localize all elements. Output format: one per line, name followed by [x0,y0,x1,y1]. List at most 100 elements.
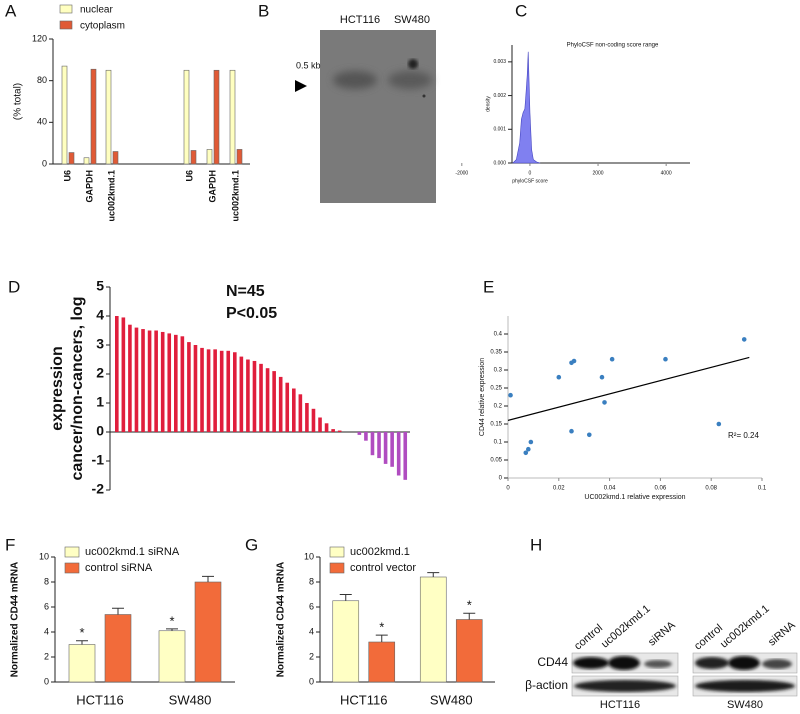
x-tick-label: U6 [184,170,194,182]
bar [305,403,309,432]
y-tick-label: 5 [96,278,104,294]
bar [134,327,139,432]
y-tick-label: 0.4 [494,332,503,338]
bar [331,429,335,432]
bar [213,349,217,432]
annotation: P<0.05 [226,305,277,322]
bar [61,65,68,165]
bar [318,417,322,432]
bar [147,330,152,432]
bar [278,376,283,432]
y-axis-label: Normalized CD44 mRNA [10,562,21,678]
bar [272,371,276,432]
bar [259,363,263,432]
bar [121,317,126,432]
y-tick-label: 120 [32,33,47,43]
y-axis-label: cancer/non-cancers, log [69,296,86,480]
y-tick-label: 0.05 [490,458,502,464]
bar [403,432,408,480]
row-label: CD44 [537,655,568,669]
point [599,374,605,380]
y-axis-label: Normalized CD44 mRNA [276,562,287,678]
bar [206,349,211,432]
x-tick-label: uc002kmd.1 [106,170,116,222]
bar [206,149,213,165]
panel-label: F [5,535,15,554]
y-tick-label: 2 [96,365,104,381]
bar [68,644,96,683]
bar [193,345,198,432]
point [716,421,722,427]
x-tick-label: 0.1 [758,486,767,492]
bar [174,334,178,432]
panel-label: H [530,535,542,554]
x-tick-label: HCT116 [76,692,123,707]
lane-label: HCT116 [340,14,380,26]
legend-swatch [59,20,73,30]
bar [83,157,90,165]
significance-marker: * [379,620,384,635]
x-axis-label: UC002kmd.1 relative expression [584,494,685,501]
y-axis-label: expression [49,346,66,430]
point [602,400,607,405]
y-tick-label: 0.35 [490,350,502,356]
legend-label: uc002kmd.1 [350,546,410,558]
density-area [512,51,541,164]
bar [252,360,257,432]
x-tick-label: 0 [506,486,510,492]
bar [229,69,236,165]
bar [194,581,222,683]
y-tick-label: 3 [96,336,104,352]
y-tick-label: 80 [37,75,47,85]
x-tick-label: GAPDH [207,170,217,203]
y-tick-label: 0.000 [493,160,506,166]
y-tick-label: 0.1 [494,440,503,446]
bar [104,614,132,683]
bar [292,388,296,432]
y-tick-label: 0 [96,423,104,439]
trendline [507,356,750,421]
bar [332,600,360,683]
x-tick-label: U6 [62,170,72,182]
bar [239,356,244,432]
point [571,358,577,364]
bar [396,432,401,476]
bar [419,576,447,683]
y-tick-label: 0.003 [493,59,506,65]
legend-label: control vector [350,562,416,574]
panel-label: C [515,1,527,20]
bar [233,352,237,432]
annotation: R²= 0.24 [728,431,759,440]
y-tick-label: 0 [44,676,49,686]
legend-label: nuclear [80,5,113,16]
bar [160,331,165,432]
bar [154,330,158,432]
bar [370,432,375,456]
y-tick-label: 2 [44,651,49,661]
y-tick-label: 8 [44,576,49,586]
bar [105,69,112,165]
legend-swatch [64,562,80,574]
y-tick-label: 0.25 [490,386,502,392]
y-tick-label: 0.15 [490,422,502,428]
lane-label: uc002kmd.1 [718,603,772,651]
significance-marker: * [467,598,472,613]
lane-label: control [572,622,605,652]
lane-label: SW480 [394,14,430,26]
legend-label: uc002kmd.1 siRNA [85,546,180,558]
legend-swatch [329,546,345,558]
lane-label: uc002kmd.1 [599,603,653,651]
point [586,432,592,438]
bar [141,329,145,432]
y-axis-label: (% total) [13,83,24,120]
lane-label: siRNA [646,619,678,649]
y-tick-label: 1 [96,394,104,410]
point [508,392,513,398]
y-axis-label: density [485,96,491,112]
x-tick-label: SW480 [430,692,473,707]
x-tick-label: 0.08 [705,486,717,492]
bar [390,432,394,467]
bar [311,408,316,432]
bar [226,350,231,432]
